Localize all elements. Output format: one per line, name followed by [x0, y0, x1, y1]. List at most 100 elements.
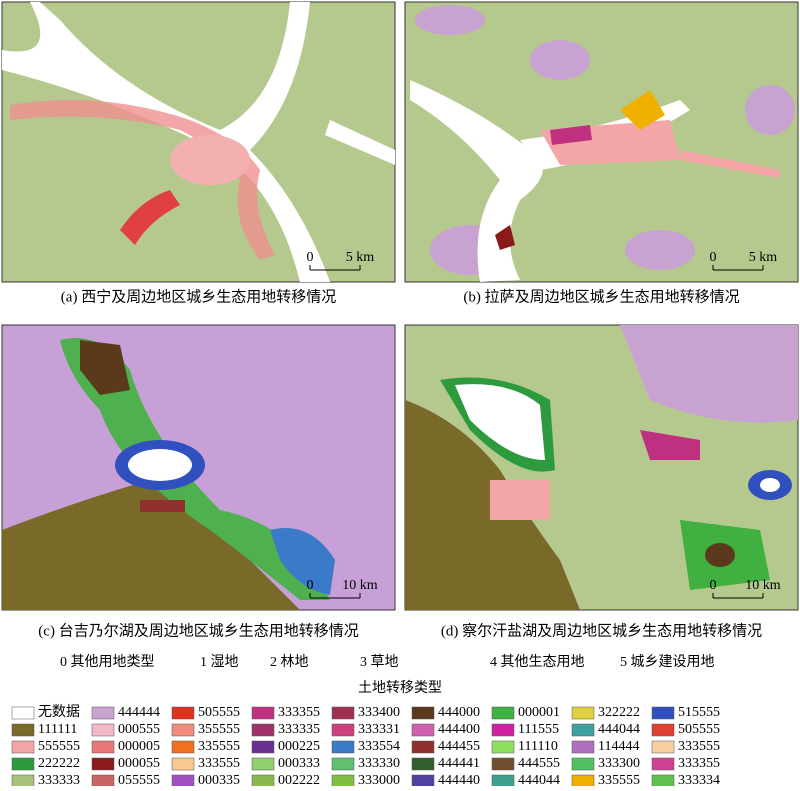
caption: (d) 察尔汗盐湖及周边地区城乡生态用地转移情况: [441, 621, 762, 639]
legend-swatch: [571, 774, 595, 788]
scale-bars: 0 5 km 0 5 km 0 10 km 0 10 km: [307, 250, 781, 599]
legend-label: 333000: [358, 773, 400, 786]
legend-swatch: [171, 706, 195, 720]
legend-label: 333555: [198, 756, 240, 771]
legend-label: 505555: [678, 722, 720, 737]
legend-label: 111555: [518, 722, 559, 737]
legend-label: 055555: [118, 773, 160, 786]
legend-label: 505555: [198, 705, 240, 720]
legend-swatch: [651, 723, 675, 737]
legend-swatch: [651, 706, 675, 720]
legend-swatch: [91, 774, 115, 788]
legend-swatch: [251, 774, 275, 788]
legend-swatch: [651, 757, 675, 771]
code-label: 2 林地: [270, 654, 309, 670]
legend-swatch: [571, 757, 595, 771]
legend-swatch: [331, 723, 355, 737]
legend-swatch: [91, 740, 115, 754]
scale-zero: 0: [307, 250, 314, 265]
legend-label: 000555: [118, 722, 160, 737]
code-label: 1 湿地: [200, 654, 239, 670]
legend-swatch: [91, 757, 115, 771]
legend-swatch: [331, 706, 355, 720]
legend-swatch: [171, 774, 195, 788]
legend-label: 555555: [38, 739, 80, 754]
code-label: 5 城乡建设用地: [620, 654, 715, 670]
legend-swatch: [491, 723, 515, 737]
caption: (a) 西宁及周边地区城乡生态用地转移情况: [61, 288, 336, 305]
legend-label: 000225: [278, 739, 320, 754]
legend-label: 444044: [518, 773, 560, 786]
legend-swatch: [251, 723, 275, 737]
caption: (c) 台吉乃尔湖及周边地区城乡生态用地转移情况: [38, 622, 358, 639]
legend-swatch: [251, 757, 275, 771]
legend-label: 444440: [438, 773, 480, 786]
legend-label: 335555: [198, 739, 240, 754]
legend-swatch: [411, 757, 435, 771]
legend-swatch: [91, 706, 115, 720]
code-label: 3 草地: [360, 654, 399, 670]
legend-label: 333334: [678, 773, 720, 786]
legend-swatch: [11, 774, 35, 788]
legend-swatch: [571, 706, 595, 720]
legend-label: 000001: [518, 705, 560, 720]
legend-label: 333400: [358, 705, 400, 720]
legend-label: 333555: [678, 739, 720, 754]
legend-swatch: [411, 740, 435, 754]
scale-zero: 0: [710, 250, 717, 265]
legend-swatch: [331, 757, 355, 771]
legend-swatch: [331, 740, 355, 754]
legend-swatch: [651, 774, 675, 788]
legend-label: 000333: [278, 756, 320, 771]
scale-distance: 10 km: [342, 578, 378, 593]
legend-label: 333331: [358, 722, 400, 737]
legend-swatch: [571, 740, 595, 754]
legend-label: 444441: [438, 756, 480, 771]
code-label: 0 其他用地类型: [60, 654, 155, 670]
legend-swatch: [571, 723, 595, 737]
legend-label: 515555: [678, 705, 720, 720]
legend-label: 111111: [38, 722, 77, 737]
legend-label: 444400: [438, 722, 480, 737]
legend-swatch: [171, 740, 195, 754]
legend-swatch: [331, 774, 355, 788]
scale-zero: 0: [307, 578, 314, 593]
map-b: [404, 1, 799, 283]
legend-label: 335555: [598, 773, 640, 786]
legend-swatch: [171, 723, 195, 737]
scale-distance: 5 km: [749, 250, 778, 265]
legend-swatch: [491, 740, 515, 754]
map-a: [1, 1, 396, 283]
legend-label: 444000: [438, 705, 480, 720]
legend-swatch: [491, 774, 515, 788]
caption: (b) 拉萨及周边地区城乡生态用地转移情况: [463, 288, 739, 305]
legend-label: 333330: [358, 756, 400, 771]
map-d: [404, 324, 799, 611]
legend-label: 322222: [598, 705, 640, 720]
legend-label: 444444: [118, 705, 160, 720]
legend-label: 333554: [358, 739, 400, 754]
legend-swatch: [11, 757, 35, 771]
legend-label: 222222: [38, 756, 80, 771]
legend-label: 000055: [118, 756, 160, 771]
legend-label: 355555: [198, 722, 240, 737]
legend-swatch: [91, 723, 115, 737]
code-label: 4 其他生态用地: [490, 654, 585, 670]
legend-swatch: [491, 706, 515, 720]
legend-swatch: [251, 740, 275, 754]
legend-swatch: [411, 706, 435, 720]
legend-label: 444455: [438, 739, 480, 754]
scale-distance: 10 km: [745, 578, 781, 593]
legend-label: 000335: [198, 773, 240, 786]
legend-swatch: [11, 740, 35, 754]
legend-label: 111110: [518, 739, 558, 754]
legend-label: 333355: [678, 756, 720, 771]
legend-swatch: [171, 757, 195, 771]
legend-swatch: [411, 723, 435, 737]
scale-zero: 0: [710, 578, 717, 593]
legend-label: 333333: [38, 773, 80, 786]
legend-label: 444044: [598, 722, 640, 737]
legend-swatch: [11, 706, 35, 720]
